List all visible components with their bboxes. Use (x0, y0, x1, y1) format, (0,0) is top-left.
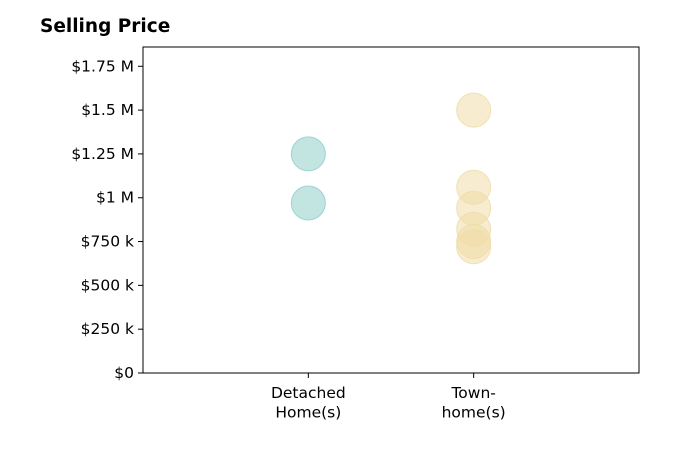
data-point (290, 136, 326, 172)
y-tick-label: $1 M (96, 189, 134, 207)
y-tick-label: $1.5 M (81, 101, 134, 119)
x-tick-label-line: home(s) (442, 404, 506, 422)
y-axis: $0 $250 k $500 k $750 k $1 M $1.25 M $1.5 M $1.… (71, 57, 143, 382)
data-point (456, 92, 492, 128)
y-tick-label: $750 k (81, 233, 134, 251)
plot-frame (142, 46, 640, 374)
chart-title: Selling Price (40, 16, 171, 37)
y-tick-label: $500 k (81, 276, 134, 294)
x-tick-label: Town-home(s) (442, 384, 506, 422)
y-tick-label: $250 k (81, 320, 134, 338)
data-points (290, 92, 492, 265)
data-point (290, 185, 326, 221)
y-tick-label: $0 (114, 364, 134, 382)
x-tick-label-line: Detached (271, 384, 346, 402)
x-tick-label-line: Town- (450, 384, 495, 402)
x-axis: Detached Home(s) Town-home(s) (271, 373, 506, 422)
data-point (456, 229, 492, 265)
x-tick-label-line: Home(s) (275, 404, 341, 422)
y-tick-label: $1.75 M (71, 57, 134, 75)
y-tick-label: $1.25 M (71, 145, 134, 163)
x-tick-label: Detached Home(s) (271, 384, 346, 422)
